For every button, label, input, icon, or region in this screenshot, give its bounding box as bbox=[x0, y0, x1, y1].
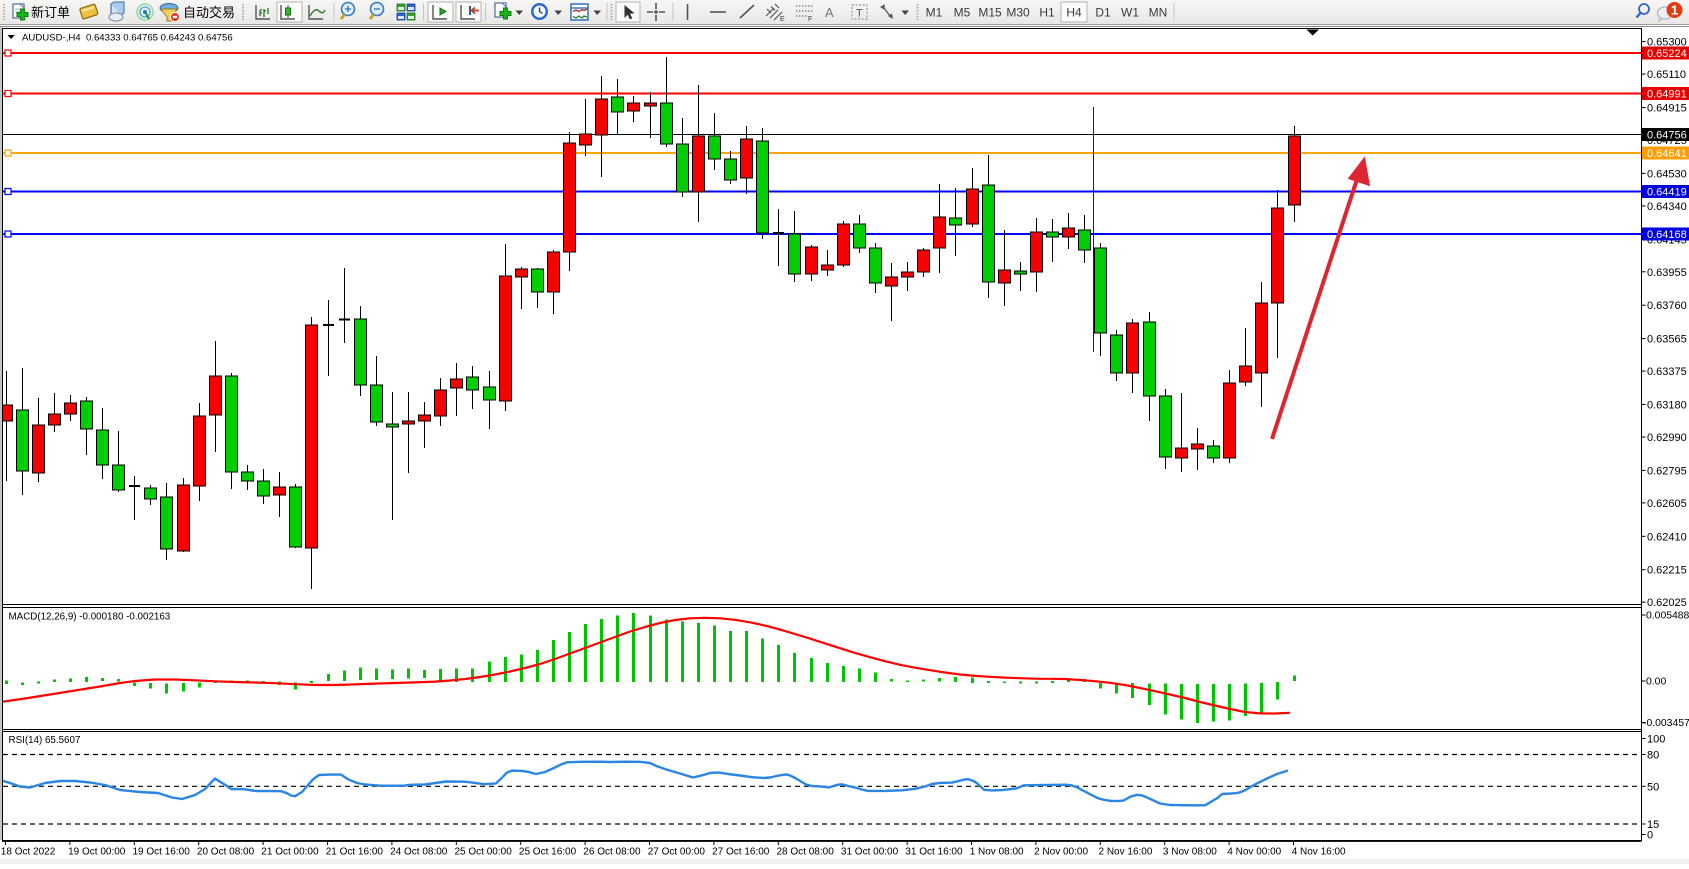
svg-text:0.62025: 0.62025 bbox=[1647, 597, 1687, 609]
svg-text:0.63180: 0.63180 bbox=[1647, 400, 1687, 412]
svg-text:H4: H4 bbox=[1066, 6, 1082, 20]
svg-text:RSI(14) 65.5607: RSI(14) 65.5607 bbox=[9, 735, 81, 746]
svg-text:0.62795: 0.62795 bbox=[1647, 465, 1687, 477]
svg-text:-0.003457: -0.003457 bbox=[1643, 718, 1689, 729]
svg-text:27 Oct 00:00: 27 Oct 00:00 bbox=[648, 847, 706, 858]
svg-text:D1: D1 bbox=[1095, 6, 1111, 20]
svg-text:AUDUSD-,H4 0.64333 0.64765 0.: AUDUSD-,H4 0.64333 0.64765 0.64243 0.647… bbox=[22, 33, 233, 44]
svg-text:4 Nov 16:00: 4 Nov 16:00 bbox=[1292, 847, 1346, 858]
svg-text:21 Oct 00:00: 21 Oct 00:00 bbox=[261, 847, 319, 858]
svg-text:1: 1 bbox=[1671, 3, 1678, 18]
svg-text:MN: MN bbox=[1149, 6, 1168, 20]
svg-text:19 Oct 16:00: 19 Oct 16:00 bbox=[133, 847, 191, 858]
svg-text:0.63565: 0.63565 bbox=[1647, 334, 1687, 346]
svg-text:0.62990: 0.62990 bbox=[1647, 432, 1687, 444]
svg-text:0.64756: 0.64756 bbox=[1647, 130, 1687, 142]
svg-text:H1: H1 bbox=[1039, 6, 1055, 20]
svg-text:0.64991: 0.64991 bbox=[1647, 89, 1687, 101]
svg-text:0.65110: 0.65110 bbox=[1647, 69, 1686, 81]
svg-text:3 Nov 08:00: 3 Nov 08:00 bbox=[1163, 847, 1217, 858]
svg-text:MACD(12,26,9) -0.000180 -0.002: MACD(12,26,9) -0.000180 -0.002163 bbox=[9, 612, 171, 623]
svg-text:27 Oct 16:00: 27 Oct 16:00 bbox=[712, 847, 770, 858]
svg-text:0.005488: 0.005488 bbox=[1646, 611, 1689, 622]
svg-text:100: 100 bbox=[1647, 734, 1665, 746]
svg-text:M15: M15 bbox=[978, 6, 1002, 20]
svg-text:0.62605: 0.62605 bbox=[1647, 498, 1687, 510]
svg-text:25 Oct 16:00: 25 Oct 16:00 bbox=[519, 847, 577, 858]
svg-text:0.65224: 0.65224 bbox=[1647, 48, 1687, 60]
svg-text:0.64915: 0.64915 bbox=[1647, 103, 1687, 115]
svg-text:24 Oct 08:00: 24 Oct 08:00 bbox=[390, 847, 448, 858]
svg-text:18 Oct 2022: 18 Oct 2022 bbox=[1, 847, 56, 858]
svg-text:W1: W1 bbox=[1121, 6, 1139, 20]
svg-text:E: E bbox=[780, 16, 785, 23]
svg-text:0.64340: 0.64340 bbox=[1647, 201, 1687, 213]
svg-text:新订单: 新订单 bbox=[31, 5, 70, 20]
svg-text:28 Oct 08:00: 28 Oct 08:00 bbox=[777, 847, 835, 858]
svg-text:M30: M30 bbox=[1006, 6, 1030, 20]
svg-text:0.63760: 0.63760 bbox=[1647, 300, 1687, 312]
svg-text:31 Oct 16:00: 31 Oct 16:00 bbox=[905, 847, 963, 858]
svg-text:4 Nov 00:00: 4 Nov 00:00 bbox=[1227, 847, 1281, 858]
svg-text:T: T bbox=[856, 8, 863, 20]
svg-text:15: 15 bbox=[1647, 819, 1659, 831]
svg-text:自动交易: 自动交易 bbox=[183, 5, 235, 20]
svg-text:50: 50 bbox=[1647, 781, 1659, 793]
svg-text:26 Oct 08:00: 26 Oct 08:00 bbox=[583, 847, 641, 858]
svg-text:0.62215: 0.62215 bbox=[1647, 565, 1687, 577]
svg-text:25 Oct 00:00: 25 Oct 00:00 bbox=[455, 847, 513, 858]
svg-text:31 Oct 00:00: 31 Oct 00:00 bbox=[841, 847, 899, 858]
svg-text:0.65300: 0.65300 bbox=[1647, 37, 1687, 49]
svg-text:0.00: 0.00 bbox=[1646, 677, 1666, 688]
svg-text:M5: M5 bbox=[954, 6, 971, 20]
svg-text:20 Oct 08:00: 20 Oct 08:00 bbox=[197, 847, 255, 858]
svg-text:0.64419: 0.64419 bbox=[1647, 187, 1687, 199]
svg-text:2 Nov 16:00: 2 Nov 16:00 bbox=[1099, 847, 1153, 858]
svg-text:0.64168: 0.64168 bbox=[1647, 229, 1687, 241]
svg-text:0: 0 bbox=[1647, 830, 1653, 842]
svg-text:M1: M1 bbox=[926, 6, 943, 20]
svg-text:21 Oct 16:00: 21 Oct 16:00 bbox=[326, 847, 384, 858]
svg-text:0.64530: 0.64530 bbox=[1647, 168, 1687, 180]
svg-text:80: 80 bbox=[1647, 750, 1659, 762]
svg-text:0.62410: 0.62410 bbox=[1647, 531, 1687, 543]
svg-text:0.64641: 0.64641 bbox=[1647, 148, 1687, 160]
svg-text:0.63955: 0.63955 bbox=[1647, 267, 1687, 279]
svg-text:A: A bbox=[825, 5, 834, 20]
svg-text:19 Oct 00:00: 19 Oct 00:00 bbox=[68, 847, 126, 858]
svg-text:2 Nov 00:00: 2 Nov 00:00 bbox=[1034, 847, 1088, 858]
svg-text:0.63375: 0.63375 bbox=[1647, 366, 1687, 378]
svg-text:1 Nov 08:00: 1 Nov 08:00 bbox=[970, 847, 1024, 858]
svg-text:F: F bbox=[808, 16, 812, 23]
